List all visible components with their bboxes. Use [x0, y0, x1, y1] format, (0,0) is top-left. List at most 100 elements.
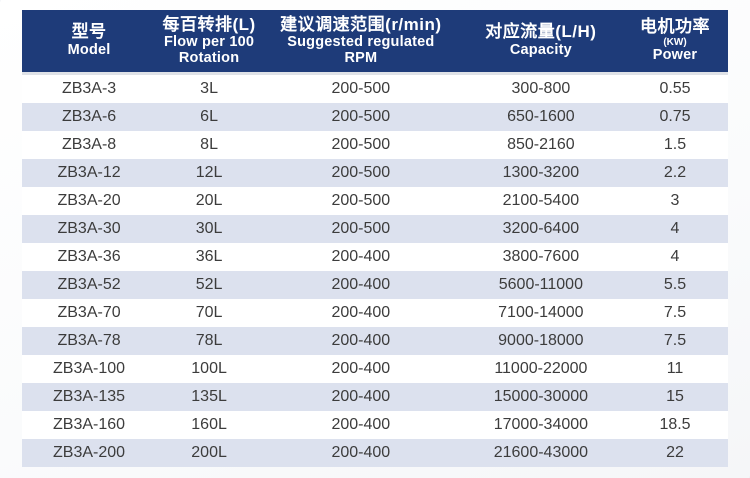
table-cell: ZB3A-52	[57, 276, 121, 293]
table-cell: 3	[670, 192, 680, 209]
column-header-power-en: Power	[652, 46, 698, 63]
table-cell: ZB3A-100	[53, 360, 126, 377]
table-cell: 52L	[195, 276, 223, 293]
table-row: ZB3A-78 78L 200-400 9000-18000 7.5	[22, 327, 728, 355]
table-cell: 22	[666, 444, 684, 461]
table-cell: 300-800	[511, 80, 571, 97]
table-row: ZB3A-36 36L 200-400 3800-7600 4	[22, 243, 728, 271]
table-row: ZB3A-52 52L 200-400 5600-11000 5.5	[22, 271, 728, 299]
column-header-capacity-zh: 对应流量(L/H)	[485, 22, 597, 42]
table-cell: ZB3A-8	[61, 136, 117, 153]
table-cell: 3200-6400	[502, 220, 580, 237]
table-cell: 850-2160	[507, 136, 575, 153]
table-cell: 200-400	[331, 248, 391, 265]
column-header-model-en: Model	[67, 41, 111, 58]
table-cell: 12L	[195, 164, 223, 181]
table-cell: ZB3A-135	[53, 388, 126, 405]
table-cell: 15000-30000	[493, 388, 589, 405]
table-cell: 17000-34000	[493, 416, 589, 433]
table-cell: 200-400	[331, 444, 391, 461]
column-header-rpm-en-2: RPM	[344, 49, 378, 66]
table-cell: ZB3A-30	[57, 220, 121, 237]
table-cell: 9000-18000	[498, 332, 584, 349]
column-header-model: 型号 Model	[22, 23, 156, 58]
table-row: ZB3A-70 70L 200-400 7100-14000 7.5	[22, 299, 728, 327]
column-header-rpm-zh: 建议调速范围(r/min)	[280, 14, 442, 34]
table-cell: ZB3A-12	[57, 164, 121, 181]
table-cell: 5.5	[663, 276, 687, 293]
table-cell: 200-500	[331, 136, 391, 153]
table-cell: ZB3A-36	[57, 248, 121, 265]
table-cell: 4	[670, 248, 680, 265]
table-cell: ZB3A-160	[53, 416, 126, 433]
table-cell: 20L	[195, 192, 223, 209]
table-cell: 36L	[195, 248, 223, 265]
table-header-row: 型号 Model 每百转排(L) Flow per 100 Rotation 建…	[22, 10, 728, 75]
table-cell: 7.5	[663, 332, 687, 349]
table-cell: 1300-3200	[502, 164, 580, 181]
table-cell: 200-400	[331, 304, 391, 321]
table-cell: 4	[670, 220, 680, 237]
table-cell: 200L	[191, 444, 227, 461]
table-cell: ZB3A-70	[57, 304, 121, 321]
column-header-flow-per-100: 每百转排(L) Flow per 100 Rotation	[156, 14, 262, 67]
table-cell: 200-500	[331, 108, 391, 125]
table-cell: 78L	[195, 332, 223, 349]
table-cell: 200-400	[331, 332, 391, 349]
column-header-rpm: 建议调速范围(r/min) Suggested regulated RPM	[262, 14, 460, 67]
table-cell: ZB3A-3	[61, 80, 117, 97]
table-row: ZB3A-135 135L 200-400 15000-30000 15	[22, 383, 728, 411]
column-header-capacity: 对应流量(L/H) Capacity	[460, 23, 622, 58]
table-cell: 70L	[195, 304, 223, 321]
table-cell: ZB3A-78	[57, 332, 121, 349]
table-cell: 200-500	[331, 192, 391, 209]
table-cell: 2.2	[663, 164, 687, 181]
table-row: ZB3A-12 12L 200-500 1300-3200 2.2	[22, 159, 728, 187]
column-header-flow-en-1: Flow per 100	[163, 34, 255, 51]
pump-spec-table: 型号 Model 每百转排(L) Flow per 100 Rotation 建…	[22, 10, 728, 467]
table-row: ZB3A-160 160L 200-400 17000-34000 18.5	[22, 411, 728, 439]
table-cell: 0.55	[659, 80, 691, 97]
table-cell: 30L	[195, 220, 223, 237]
table-cell: 8L	[200, 136, 218, 153]
table-cell: 11	[666, 360, 684, 377]
table-row: ZB3A-30 30L 200-500 3200-6400 4	[22, 215, 728, 243]
column-header-model-zh: 型号	[71, 22, 107, 42]
table-cell: 5600-11000	[498, 276, 583, 293]
table-cell: 7.5	[663, 304, 687, 321]
table-row: ZB3A-6 6L 200-500 650-1600 0.75	[22, 103, 728, 131]
table-cell: 200-400	[331, 360, 391, 377]
table-row: ZB3A-200 200L 200-400 21600-43000 22	[22, 439, 728, 467]
table-row: ZB3A-8 8L 200-500 850-2160 1.5	[22, 131, 728, 159]
table-cell: 3L	[200, 80, 218, 97]
table-cell: ZB3A-200	[53, 444, 126, 461]
table-cell: 200-500	[331, 80, 391, 97]
table-cell: ZB3A-20	[57, 192, 121, 209]
column-header-power-unit: (KW)	[663, 36, 687, 48]
table-row: ZB3A-3 3L 200-500 300-800 0.55	[22, 75, 728, 103]
table-cell: 6L	[200, 108, 218, 125]
column-header-power: 电机功率 (KW) Power	[622, 18, 728, 63]
table-cell: 2100-5400	[502, 192, 580, 209]
table-cell: 200-400	[331, 276, 391, 293]
column-header-capacity-en: Capacity	[509, 41, 572, 58]
table-cell: 1.5	[663, 136, 687, 153]
table-cell: 0.75	[659, 108, 691, 125]
table-body: ZB3A-3 3L 200-500 300-800 0.55 ZB3A-6 6L 200-50…	[22, 75, 728, 467]
table-cell: 18.5	[659, 416, 691, 433]
table-cell: ZB3A-6	[61, 108, 117, 125]
table-cell: 200-400	[331, 388, 391, 405]
table-cell: 650-1600	[507, 108, 575, 125]
column-header-power-zh: 电机功率	[640, 17, 710, 37]
table-cell: 200-400	[331, 416, 391, 433]
table-cell: 160L	[191, 416, 227, 433]
table-row: ZB3A-20 20L 200-500 2100-5400 3	[22, 187, 728, 215]
table-cell: 200-500	[331, 164, 391, 181]
table-row: ZB3A-100 100L 200-400 11000-22000 11	[22, 355, 728, 383]
table-cell: 21600-43000	[493, 444, 589, 461]
table-cell: 11000-22000	[494, 360, 588, 377]
table-cell: 100L	[191, 360, 227, 377]
table-cell: 3800-7600	[502, 248, 580, 265]
column-header-flow-zh: 每百转排(L)	[162, 14, 256, 34]
column-header-rpm-en-1: Suggested regulated	[287, 34, 435, 51]
